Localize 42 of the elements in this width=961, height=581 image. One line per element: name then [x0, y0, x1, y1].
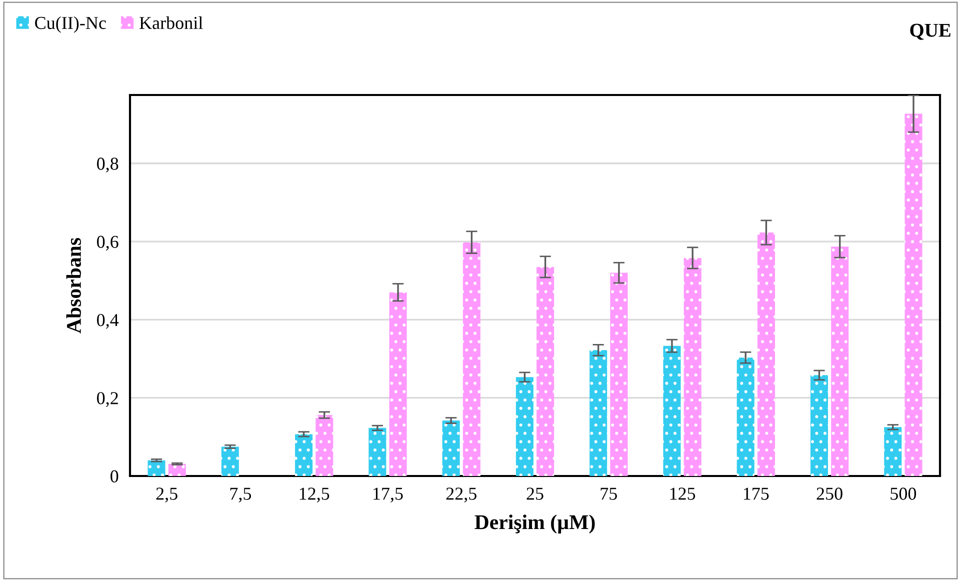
bar: [831, 246, 849, 476]
bar: [516, 377, 534, 476]
y-tick-label: 0,4: [97, 314, 119, 329]
x-tick-label: 250: [816, 488, 842, 500]
x-axis-title: Derişim (µM): [474, 514, 595, 534]
y-tick-label: 0: [110, 470, 118, 482]
legend-label: Cu(II)-Nc: [35, 16, 106, 33]
x-tick-label: 7,5: [230, 488, 252, 502]
bar: [148, 460, 166, 476]
y-axis-title: Absorbans: [66, 238, 81, 334]
bar: [736, 358, 754, 476]
bar: [316, 415, 334, 476]
bar: [295, 434, 313, 476]
x-tick-label: 17,5: [374, 488, 403, 502]
bar: [168, 464, 186, 476]
bar: [590, 350, 608, 476]
bar: [368, 428, 386, 476]
chart-title: QUE: [910, 24, 950, 40]
bar: [884, 427, 902, 476]
x-tick-label: 25: [526, 488, 544, 500]
x-tick-label: 22,5: [446, 488, 476, 502]
y-tick-label: 0,2: [97, 392, 118, 407]
y-tick-label: 0,8: [97, 158, 118, 172]
bar: [904, 114, 922, 476]
bar: [462, 242, 480, 476]
bar: [221, 446, 239, 476]
bar: [442, 420, 460, 476]
bar: [757, 232, 775, 476]
bar: [684, 258, 702, 476]
bar: [536, 266, 554, 476]
bar: [810, 375, 828, 476]
x-tick-label: 125: [670, 488, 696, 500]
bar: [389, 292, 407, 476]
legend-label: Karbonil: [140, 16, 203, 30]
x-tick-label: 75: [600, 488, 617, 500]
bar: [663, 346, 681, 476]
y-tick-label: 0,6: [97, 236, 118, 251]
x-tick-label: 500: [890, 488, 916, 500]
x-tick-label: 175: [744, 488, 769, 500]
bar: [610, 272, 628, 476]
x-tick-label: 2,5: [156, 488, 178, 502]
x-tick-label: 12,5: [300, 488, 330, 502]
